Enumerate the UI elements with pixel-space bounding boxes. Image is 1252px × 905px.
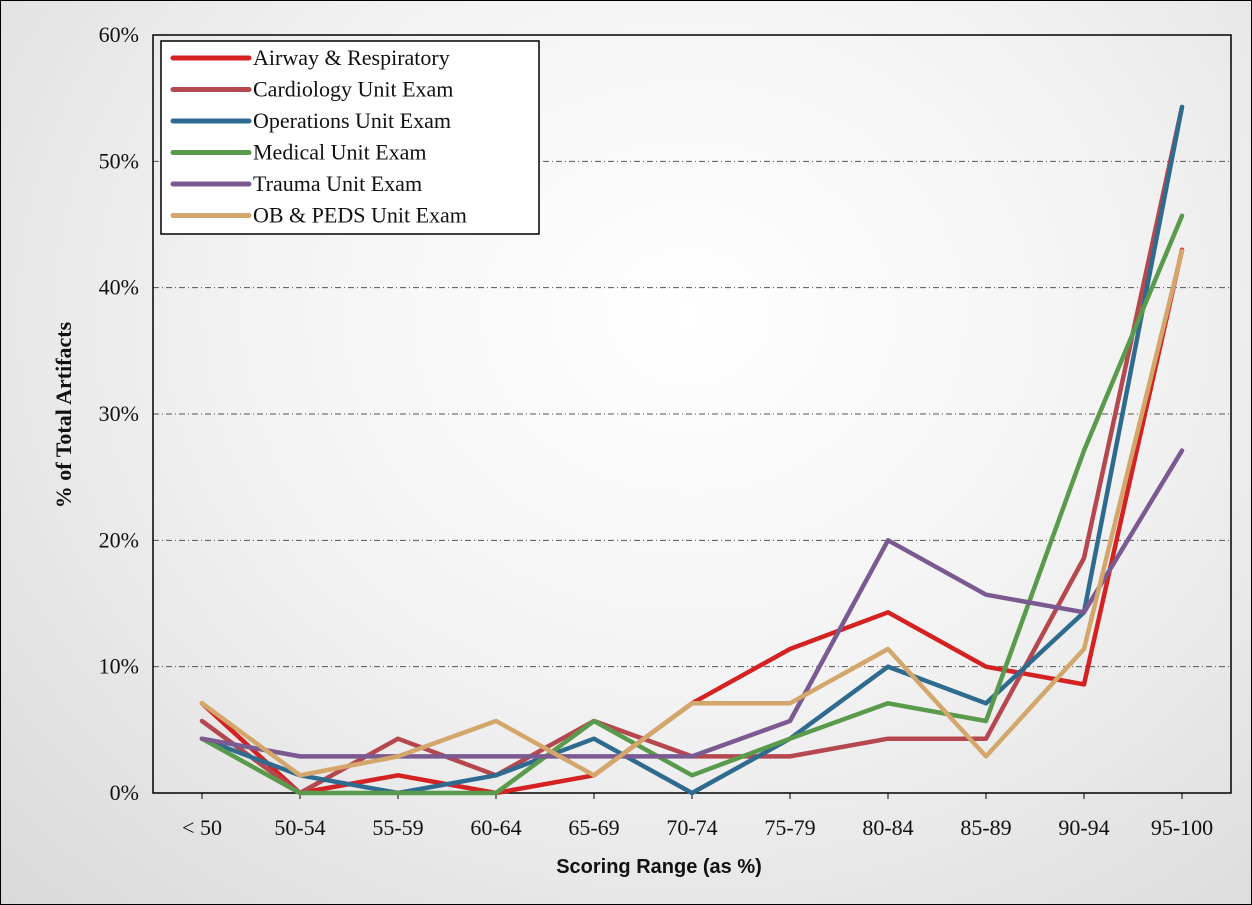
x-tick-label: 60-64 [470,815,521,840]
legend-label: Operations Unit Exam [253,108,451,133]
series-line-4 [199,213,1185,796]
x-tick-label: 75-79 [764,815,815,840]
y-axis-title: % of Total Artifacts [51,321,76,508]
x-tick-label: 80-84 [862,815,913,840]
x-tick-label: < 50 [182,815,222,840]
series-lines [199,104,1185,796]
legend-label: Cardiology Unit Exam [253,77,453,102]
y-tick-label: 60% [99,22,139,47]
legend: Airway & Respiratory Cardiology Unit Exam… [160,40,540,235]
legend-label: OB & PEDS Unit Exam [253,203,467,228]
y-tick-label: 50% [99,148,139,173]
y-tick-label: 10% [99,654,139,679]
series-line-5 [199,448,1185,759]
x-tick-label: 50-54 [274,815,325,840]
series-line-1 [199,247,1185,796]
x-tick-label: 65-69 [568,815,619,840]
x-axis-title: Scoring Range (as %) [556,856,762,878]
legend-box [160,40,540,235]
gridlines [153,160,1231,668]
x-tick-label: 70-74 [666,815,717,840]
x-tick-label: 85-89 [960,815,1011,840]
y-tick-label: 0% [110,780,139,805]
series-line-3 [199,104,1185,796]
legend-label: Trauma Unit Exam [253,171,422,196]
y-tick-label: 20% [99,527,139,552]
x-tick-label: 95-100 [1151,815,1213,840]
y-tick-label: 40% [99,275,139,300]
x-tick-label: 90-94 [1058,815,1109,840]
y-tick-label: 30% [99,401,139,426]
legend-label: Airway & Respiratory [253,45,450,70]
x-tick-label: 55-59 [372,815,423,840]
legend-label: Medical Unit Exam [253,140,427,165]
series-line-6 [199,248,1185,778]
